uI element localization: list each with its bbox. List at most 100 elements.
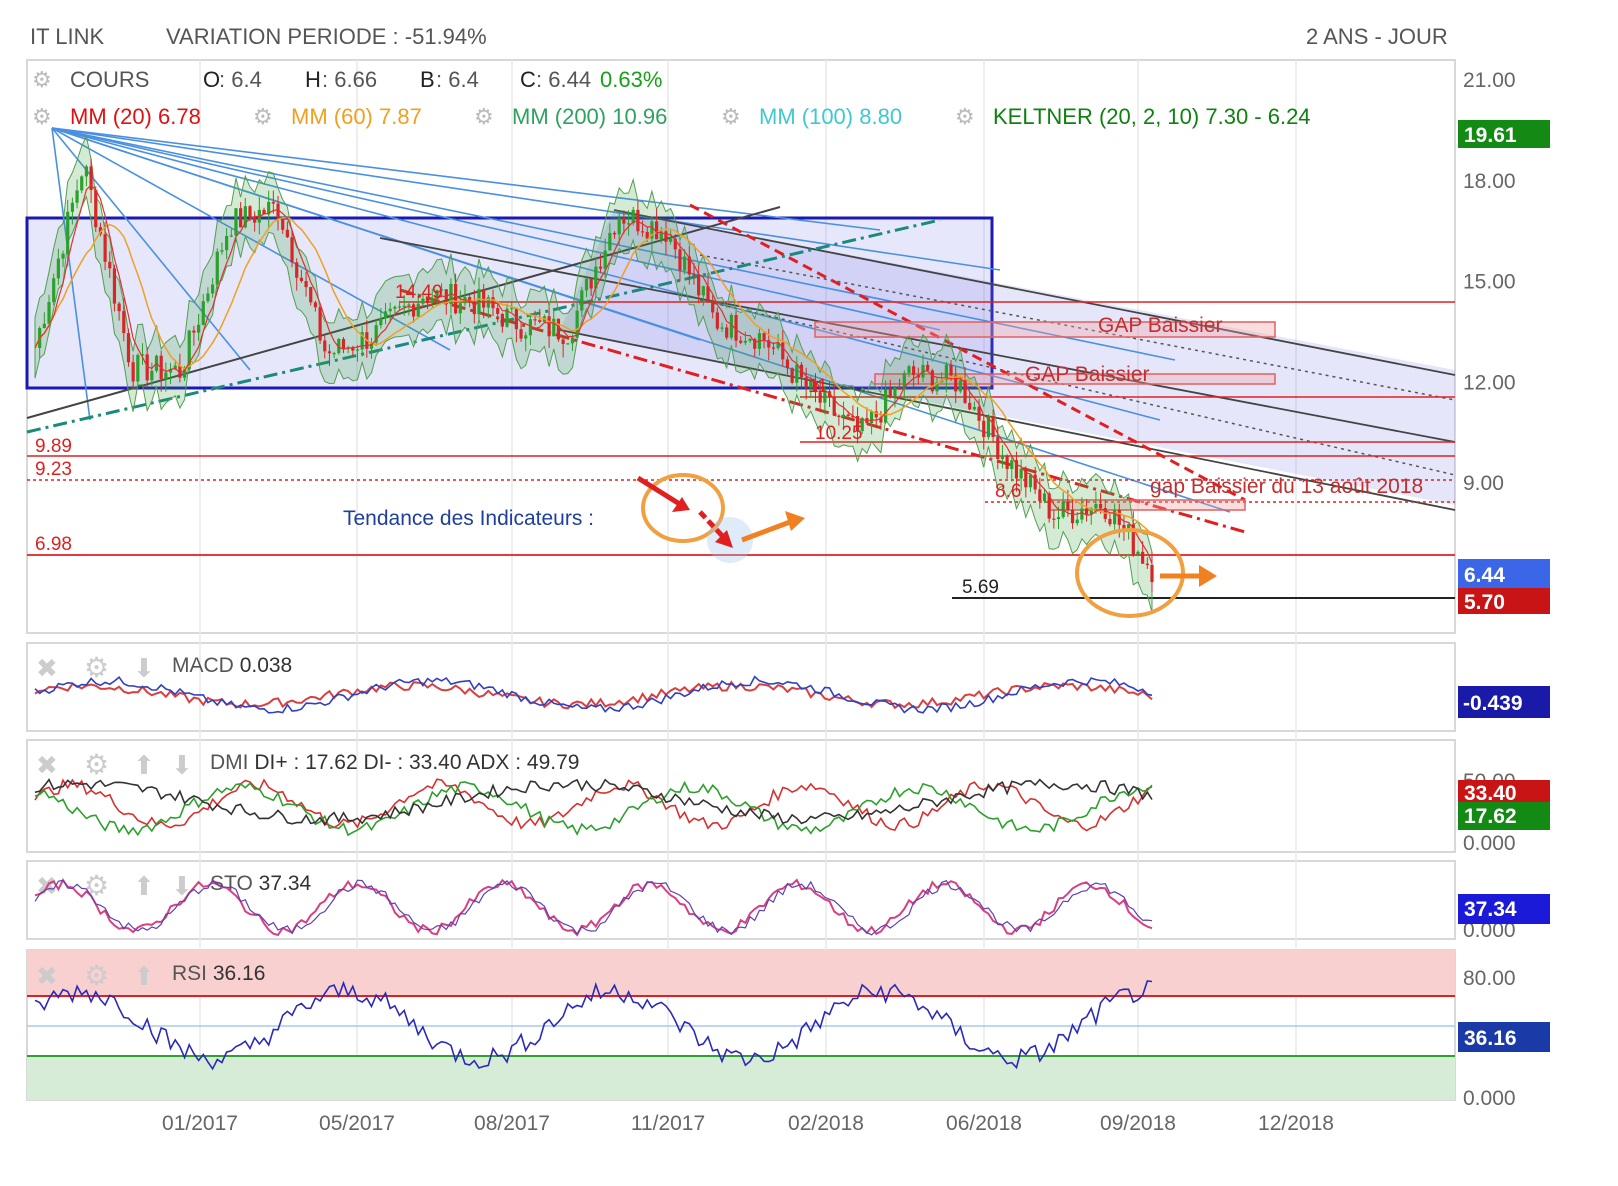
fan-line — [51, 127, 91, 421]
candle-body — [697, 274, 701, 296]
fan-line — [51, 127, 1231, 513]
candle-body — [673, 238, 677, 250]
arrow-up-icon[interactable]: ⬆ — [133, 961, 155, 991]
gear-icon[interactable]: ⚙ — [955, 104, 975, 129]
candle-body — [898, 387, 902, 390]
candle-body — [748, 338, 752, 341]
fan-line — [51, 127, 941, 331]
candle-body — [692, 274, 696, 276]
arrow-down-icon[interactable]: ⬇ — [171, 750, 193, 780]
candle-body — [734, 314, 738, 341]
gear-icon[interactable]: ⚙ — [721, 104, 741, 129]
macd-header: ✖ ⚙ ⬇ MACD 0.038 — [36, 652, 292, 683]
period-label[interactable]: 2 ANS - JOUR — [1306, 24, 1448, 49]
fan-line — [51, 127, 1161, 421]
candle-body — [1127, 524, 1131, 529]
candle-body — [538, 320, 542, 322]
candle-body — [1000, 455, 1005, 459]
candle-body — [1136, 551, 1140, 555]
arrow-up-icon[interactable]: ⬆ — [133, 750, 155, 780]
candle-body — [379, 318, 383, 326]
candle-body — [215, 251, 219, 285]
candle-body — [1042, 493, 1047, 502]
rsi-axis-bottom: 0.000 — [1463, 1087, 1516, 1110]
candle-body — [178, 365, 182, 378]
candle-body — [248, 206, 252, 218]
macd-label: MACD 0.038 — [172, 654, 292, 677]
gear-icon[interactable]: ⚙ — [84, 749, 109, 780]
candle-body — [192, 330, 196, 333]
candle-body — [902, 373, 906, 390]
candle-body — [818, 392, 822, 403]
svg-text:6.44: 6.44 — [1464, 564, 1505, 587]
arrow-down-icon[interactable]: ⬇ — [171, 871, 193, 901]
candle-body — [126, 333, 131, 363]
rsi-oversold-zone — [27, 1056, 1455, 1100]
open-value: : 6.4 — [219, 67, 262, 92]
candle-body — [879, 417, 883, 423]
candle-body — [855, 416, 860, 432]
candle-body — [767, 340, 771, 348]
candle-body — [136, 354, 140, 382]
high-value: : 6.66 — [322, 67, 377, 92]
candle-body — [47, 302, 51, 324]
candle-body — [1061, 501, 1065, 518]
candle-body — [860, 418, 864, 432]
candle-body — [220, 250, 224, 252]
gear-icon[interactable]: ⚙ — [84, 652, 109, 683]
candle-body — [1131, 524, 1135, 555]
candle-body — [827, 391, 832, 398]
close-icon[interactable]: ✖ — [36, 961, 58, 991]
mm20-label: MM (20) 6.78 — [70, 104, 201, 129]
label-11: 11 — [808, 376, 828, 397]
gear-icon[interactable]: ⚙ — [84, 870, 109, 901]
arrow-down-icon[interactable]: ⬇ — [133, 653, 155, 683]
gear-icon[interactable]: ⚙ — [32, 104, 52, 129]
arrow-up-icon[interactable]: ⬆ — [133, 871, 155, 901]
candle-body — [402, 305, 406, 307]
close-icon[interactable]: ✖ — [36, 750, 58, 780]
label-1025: 10.25 — [815, 423, 863, 444]
candle-body — [631, 209, 635, 224]
orange-arrowhead-1 — [785, 511, 805, 531]
candle-body — [341, 339, 346, 349]
candle-body — [103, 234, 107, 262]
gear-icon[interactable]: ⚙ — [474, 104, 494, 129]
candle-body — [739, 340, 743, 343]
sto-k-line — [34, 879, 1153, 936]
candle-body — [299, 277, 303, 281]
candle-body — [1145, 563, 1149, 565]
candle-body — [524, 335, 528, 339]
candle-body — [949, 364, 953, 376]
candle-body — [80, 176, 84, 191]
gear-icon[interactable]: ⚙ — [84, 960, 109, 991]
candle-body — [795, 364, 799, 383]
gear-icon[interactable]: ⚙ — [253, 104, 273, 129]
high-label: H — [305, 67, 321, 92]
label-923: 9.23 — [35, 459, 72, 480]
candle-body — [150, 370, 154, 381]
candle-body — [982, 420, 986, 438]
candle-body — [580, 290, 584, 311]
candle-body — [556, 318, 561, 340]
candle-body — [290, 237, 294, 263]
candle-body — [874, 411, 878, 418]
cours-label: COURS — [70, 67, 149, 92]
open-label: O — [203, 67, 220, 92]
candle-body — [276, 203, 280, 219]
candle-body — [1089, 508, 1093, 515]
gear-icon[interactable]: ⚙ — [32, 67, 52, 92]
candle-body — [785, 359, 790, 369]
candle-body — [944, 364, 948, 381]
close-icon[interactable]: ✖ — [36, 653, 58, 683]
candle-body — [1075, 519, 1079, 524]
candle-body — [832, 397, 836, 416]
orange-arrow-1 — [741, 519, 791, 543]
candle-body — [1141, 551, 1145, 564]
candle-body — [781, 342, 785, 360]
svg-text:33.40: 33.40 — [1464, 782, 1517, 805]
candle-body — [1047, 493, 1051, 519]
candle-body — [519, 329, 523, 339]
candle-body — [421, 298, 425, 304]
candle-body — [313, 302, 318, 308]
